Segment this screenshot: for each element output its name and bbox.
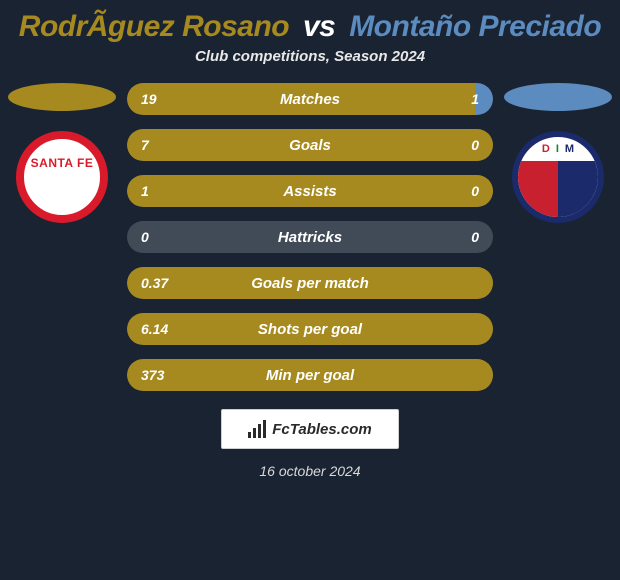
comparison-body: SANTA FE 19 Matches 1 7 Goals 0 1 Assists 0 0 Hatt… <box>0 83 620 391</box>
stat-value-left: 7 <box>141 137 149 153</box>
stat-value-right: 0 <box>471 183 479 199</box>
bars-icon <box>248 420 266 438</box>
stat-value-left: 373 <box>141 367 164 383</box>
stat-label: Matches <box>280 91 340 108</box>
stats-list: 19 Matches 1 7 Goals 0 1 Assists 0 0 Hattricks 0 0.3… <box>127 83 493 391</box>
right-column: DIM <box>503 83 613 223</box>
team2-crest-letter: I <box>556 143 559 155</box>
stat-value-left: 0.37 <box>141 275 168 291</box>
team2-crest-icon: DIM <box>512 131 604 223</box>
team2-crest-letter: M <box>565 143 574 155</box>
team2-crest-letter: D <box>542 143 550 155</box>
stat-value-left: 6.14 <box>141 321 168 337</box>
left-column: SANTA FE <box>7 83 117 223</box>
stat-value-right: 0 <box>471 229 479 245</box>
stat-value-left: 19 <box>141 91 157 107</box>
team1-crest-label: SANTA FE <box>31 156 94 170</box>
footer-date: 16 october 2024 <box>0 463 620 479</box>
stat-row: 0 Hattricks 0 <box>127 221 493 253</box>
stat-label: Goals per match <box>251 275 369 292</box>
stat-row: 373 Min per goal <box>127 359 493 391</box>
stat-label: Assists <box>283 183 336 200</box>
stat-row: 0.37 Goals per match <box>127 267 493 299</box>
player2-name: Montaño Preciado <box>349 10 601 43</box>
comparison-title: RodrÃ­guez Rosano vs Montaño Preciado <box>0 0 620 48</box>
stat-value-left: 0 <box>141 229 149 245</box>
stat-row: 19 Matches 1 <box>127 83 493 115</box>
subtitle: Club competitions, Season 2024 <box>0 48 620 65</box>
stat-row: 6.14 Shots per goal <box>127 313 493 345</box>
fctables-logo: FcTables.com <box>221 409 399 449</box>
stat-value-right: 0 <box>471 137 479 153</box>
stat-row: 7 Goals 0 <box>127 129 493 161</box>
stat-label: Min per goal <box>266 367 354 384</box>
stat-row: 1 Assists 0 <box>127 175 493 207</box>
fctables-text: FcTables.com <box>272 421 371 438</box>
stat-value-right: 1 <box>471 91 479 107</box>
team2-crest-letters: DIM <box>518 137 598 161</box>
player2-ellipse <box>504 83 612 111</box>
vs-text: vs <box>303 10 335 43</box>
stat-label: Shots per goal <box>258 321 362 338</box>
stat-label: Goals <box>289 137 331 154</box>
player1-name: RodrÃ­guez Rosano <box>19 10 289 43</box>
team1-crest-icon: SANTA FE <box>16 131 108 223</box>
stat-label: Hattricks <box>278 229 342 246</box>
stat-value-left: 1 <box>141 183 149 199</box>
player1-ellipse <box>8 83 116 111</box>
